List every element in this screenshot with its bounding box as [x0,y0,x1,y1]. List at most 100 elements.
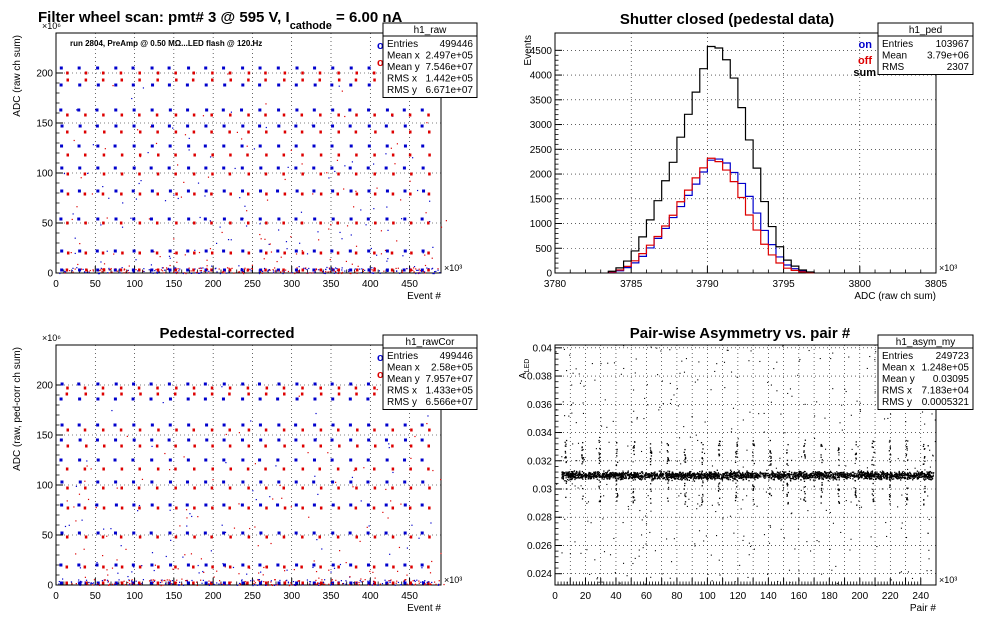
point [908,477,911,480]
point-off [247,130,250,134]
point [798,472,801,474]
point-on [330,438,334,442]
point-on [197,564,199,567]
point-off [318,577,320,579]
point [569,478,571,480]
point-off [203,571,205,574]
point-off [264,392,268,396]
point-off [107,574,109,576]
point [723,473,725,475]
point [796,472,798,474]
point-off [159,255,161,258]
point [631,475,634,477]
point-on [265,584,267,586]
point-off [120,130,123,134]
point-on [385,144,389,148]
point [734,477,736,479]
point-on [241,580,243,582]
point-off [102,565,105,569]
point [665,479,667,481]
point [648,476,650,478]
point [807,476,809,479]
point [755,476,758,478]
point-off [186,579,188,582]
point [890,476,893,478]
point-off [372,71,376,75]
point-on [282,272,284,275]
point [696,476,698,478]
point [802,472,805,474]
point-on [422,581,426,585]
point-on [366,563,370,567]
point [777,477,780,479]
point-on [241,458,245,462]
point-off [228,428,231,432]
point [854,472,856,475]
point-on [149,531,153,535]
point-on [243,270,245,273]
point-on [83,271,86,273]
point-on [307,272,309,274]
point [729,471,732,474]
point-off [188,267,190,269]
point [749,475,751,477]
point-on [203,397,207,401]
point [751,476,753,479]
point [710,476,712,479]
point [814,477,817,479]
point [652,477,655,480]
point-off [374,267,376,269]
point-off [156,71,160,75]
point-on [421,144,425,148]
point-off [428,428,431,432]
point [906,473,909,475]
point-on [161,579,163,581]
point [749,473,751,475]
point [717,473,719,475]
point-off [337,153,341,157]
point-off [160,269,163,271]
point [745,476,748,478]
point-on [241,563,245,567]
point [729,476,731,478]
point-off [290,149,292,151]
point [730,470,733,473]
point [768,474,770,477]
point-off [355,190,357,192]
point-on [189,513,191,515]
point [707,478,709,480]
point-on [275,465,277,467]
point [576,474,579,477]
point-on [92,582,95,584]
point [889,476,892,478]
point [795,477,798,480]
point [922,478,925,480]
point [907,478,909,480]
point-on [96,189,100,193]
point-off [355,245,358,247]
point-on [295,584,297,587]
point [650,473,652,475]
point-off [71,218,73,221]
point [638,472,640,474]
point-off [172,568,174,570]
point [749,477,751,479]
point-on [78,166,82,170]
point [764,473,766,475]
point [784,474,786,476]
point-off [408,506,412,510]
point-on [384,531,388,535]
point-off [427,192,431,196]
point-off [241,271,243,273]
point-on [108,197,110,199]
point [818,475,820,478]
point-on [333,272,335,274]
point [779,471,781,473]
point-off [258,572,260,574]
point-on [294,83,298,87]
point-off [265,251,268,255]
point-on [225,462,227,464]
point [826,475,828,477]
point-off [101,251,105,255]
point-off [229,192,232,196]
